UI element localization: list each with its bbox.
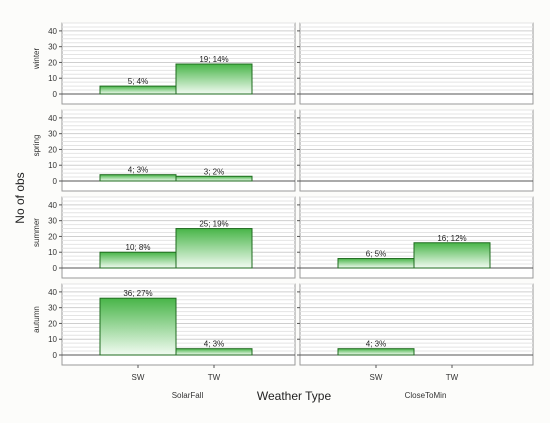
y-tick-label: 40	[48, 27, 57, 36]
panel-autumn-CloseToMin: 4; 3%	[297, 283, 534, 366]
row-label: summer	[32, 218, 41, 247]
data-label-SW: 10; 8%	[126, 243, 151, 252]
y-tick-label: 20	[48, 319, 57, 328]
column-label: SolarFall	[172, 391, 204, 400]
y-tick-label: 40	[48, 201, 57, 210]
y-tick-label: 30	[48, 304, 57, 313]
panel-winter-SolarFall: 0 10 20 30 40 winter 5; 4% 19; 14%	[32, 22, 296, 105]
x-axis-title: Weather Type	[257, 389, 332, 403]
y-tick-label: 0	[53, 177, 58, 186]
data-label-SW: 36; 27%	[123, 289, 152, 298]
data-label-TW: 4; 3%	[204, 340, 224, 349]
bar-SW	[99, 85, 177, 95]
y-tick-label: 30	[48, 217, 57, 226]
bar-SW	[99, 174, 177, 182]
bar-TW	[175, 348, 253, 356]
panel-summer-SolarFall: 0 10 20 30 40 summer 10; 8% 25; 19%	[32, 196, 296, 279]
panel-spring-CloseToMin	[297, 109, 534, 192]
data-label-SW: 4; 3%	[128, 166, 148, 175]
data-label-TW: 16; 12%	[437, 234, 466, 243]
panel-autumn-SolarFall: 0 10 20 30 40 autumn 36; 27% 4; 3%	[32, 283, 296, 366]
column-label: CloseToMin	[405, 391, 447, 400]
data-label-SW: 5; 4%	[128, 77, 148, 86]
y-tick-label: 0	[53, 90, 58, 99]
row-label: winter	[32, 47, 41, 70]
bar-SW	[99, 297, 177, 356]
data-label-TW: 19; 14%	[199, 55, 228, 64]
y-tick-label: 0	[53, 264, 58, 273]
bar-TW	[175, 63, 253, 95]
y-tick-label: 10	[48, 335, 57, 344]
y-tick-label: 40	[48, 288, 57, 297]
y-tick-label: 10	[48, 74, 57, 83]
bar-TW	[175, 175, 253, 182]
panel-winter-CloseToMin	[297, 22, 534, 105]
bar-TW	[175, 228, 253, 269]
y-tick-label: 20	[48, 58, 57, 67]
bar-SW	[99, 251, 177, 269]
y-axis-title: No of obs	[13, 172, 27, 223]
panel-summer-CloseToMin: 6; 5% 16; 12%	[297, 196, 534, 279]
x-tick-label-TW: TW	[446, 373, 459, 382]
bar-SW	[337, 348, 415, 356]
y-tick-label: 20	[48, 145, 57, 154]
y-tick-label: 20	[48, 232, 57, 241]
row-label: spring	[32, 135, 41, 157]
panel-spring-SolarFall: 0 10 20 30 40 spring 4; 3% 3; 2%	[32, 109, 296, 192]
y-tick-label: 30	[48, 43, 57, 52]
x-tick-label-SW: SW	[370, 373, 383, 382]
bar-TW	[413, 242, 491, 269]
bar-SW	[337, 258, 415, 269]
y-tick-label: 10	[48, 248, 57, 257]
data-label-TW: 3; 2%	[204, 167, 224, 176]
data-label-TW: 25; 19%	[199, 220, 228, 229]
x-tick-label-TW: TW	[208, 373, 221, 382]
data-label-SW: 4; 3%	[366, 340, 386, 349]
y-tick-label: 10	[48, 161, 57, 170]
y-tick-label: 30	[48, 130, 57, 139]
row-label: autumn	[32, 306, 41, 333]
y-tick-label: 0	[53, 351, 58, 360]
data-label-SW: 6; 5%	[366, 250, 386, 259]
x-tick-label-SW: SW	[132, 373, 145, 382]
y-tick-label: 40	[48, 114, 57, 123]
